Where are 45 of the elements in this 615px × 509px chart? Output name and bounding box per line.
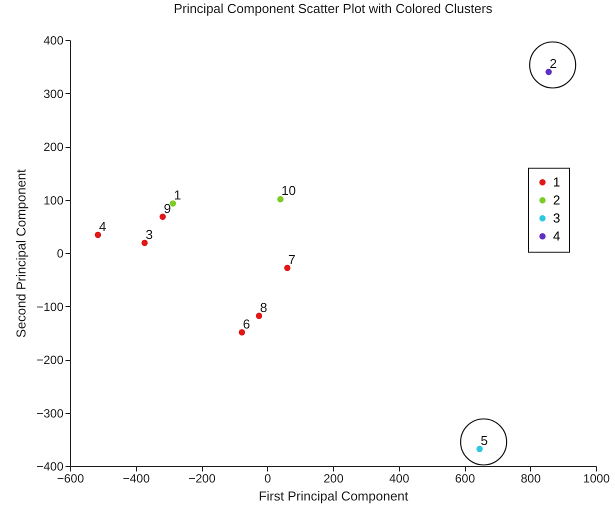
point (238, 329, 246, 336)
y-tick-label: 300 (43, 86, 64, 101)
point (284, 264, 290, 272)
y-tick-label: 100 (43, 193, 64, 208)
x-tick-label: −200 (188, 472, 216, 486)
legend-label: 3 (553, 210, 560, 226)
annotation: 2 (550, 56, 557, 71)
y-tick-label: −200 (36, 353, 64, 367)
point (160, 214, 166, 220)
annotation: 4 (98, 218, 106, 234)
x-tick-label: 400 (389, 472, 410, 486)
y-tick-label: 200 (43, 140, 64, 154)
y-tick-label: −300 (36, 406, 64, 420)
annotation: 5 (480, 432, 488, 448)
legend-label: 4 (553, 228, 560, 244)
y-tick-label: 400 (43, 34, 64, 48)
annotation: 7 (288, 252, 296, 267)
annotation: 9 (164, 200, 171, 216)
annotation: 10 (281, 183, 296, 198)
x-axis-title: First Principal Component (258, 488, 409, 504)
point (256, 312, 262, 319)
point (141, 240, 148, 246)
x-tick-label: 1000 (583, 472, 610, 486)
point (546, 68, 552, 76)
point (476, 446, 483, 452)
x-tick-label: 0 (264, 472, 272, 486)
legend-label: 1 (553, 174, 560, 190)
point (277, 196, 284, 202)
x-tick-label: −400 (122, 472, 150, 486)
y-axis-title: Second Principal Component (13, 168, 28, 338)
y-tick-label: 0 (56, 246, 64, 260)
point (94, 232, 102, 238)
point (170, 200, 176, 207)
x-tick-label: 800 (520, 472, 542, 486)
annotation: 8 (260, 300, 268, 315)
x-tick-label: −600 (56, 472, 84, 486)
y-tick-label: −400 (36, 460, 64, 474)
legend-label: 2 (553, 192, 560, 208)
chart-title: Principal Component Scatter Plot with Colored Clusters (174, 1, 493, 16)
annotation: 3 (146, 226, 153, 242)
annotation: 6 (242, 316, 250, 332)
y-tick-label: −100 (36, 300, 64, 314)
x-tick-label: 200 (323, 472, 344, 486)
x-tick-label: 600 (454, 472, 476, 486)
annotation: 1 (174, 187, 182, 202)
